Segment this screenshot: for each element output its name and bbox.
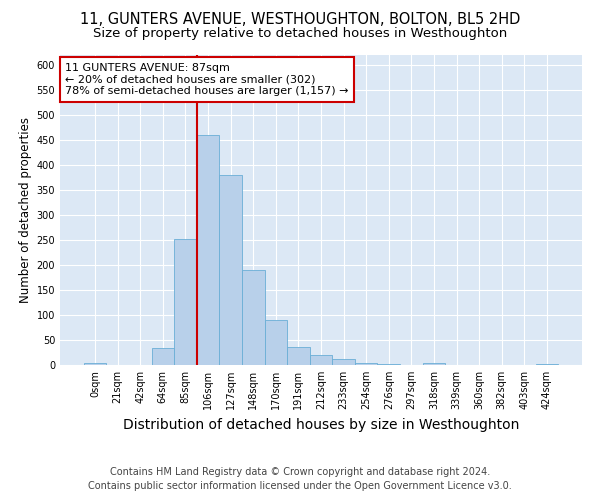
X-axis label: Distribution of detached houses by size in Westhoughton: Distribution of detached houses by size … — [123, 418, 519, 432]
Bar — [197, 135, 220, 365]
Bar — [242, 270, 265, 365]
Bar — [536, 364, 558, 365]
Text: 11, GUNTERS AVENUE, WESTHOUGHTON, BOLTON, BL5 2HD: 11, GUNTERS AVENUE, WESTHOUGHTON, BOLTON… — [80, 12, 520, 28]
Text: 11 GUNTERS AVENUE: 87sqm
← 20% of detached houses are smaller (302)
78% of semi-: 11 GUNTERS AVENUE: 87sqm ← 20% of detach… — [65, 62, 349, 96]
Bar — [355, 362, 377, 365]
Bar — [220, 175, 242, 365]
Bar — [174, 239, 197, 365]
Bar — [265, 320, 287, 365]
Bar — [377, 364, 400, 365]
Bar — [310, 355, 332, 365]
Bar — [332, 359, 355, 365]
Bar — [287, 346, 310, 365]
Y-axis label: Number of detached properties: Number of detached properties — [19, 117, 32, 303]
Bar — [152, 348, 174, 365]
Bar — [84, 362, 106, 365]
Text: Size of property relative to detached houses in Westhoughton: Size of property relative to detached ho… — [93, 28, 507, 40]
Bar — [422, 362, 445, 365]
Text: Contains HM Land Registry data © Crown copyright and database right 2024.
Contai: Contains HM Land Registry data © Crown c… — [88, 467, 512, 491]
